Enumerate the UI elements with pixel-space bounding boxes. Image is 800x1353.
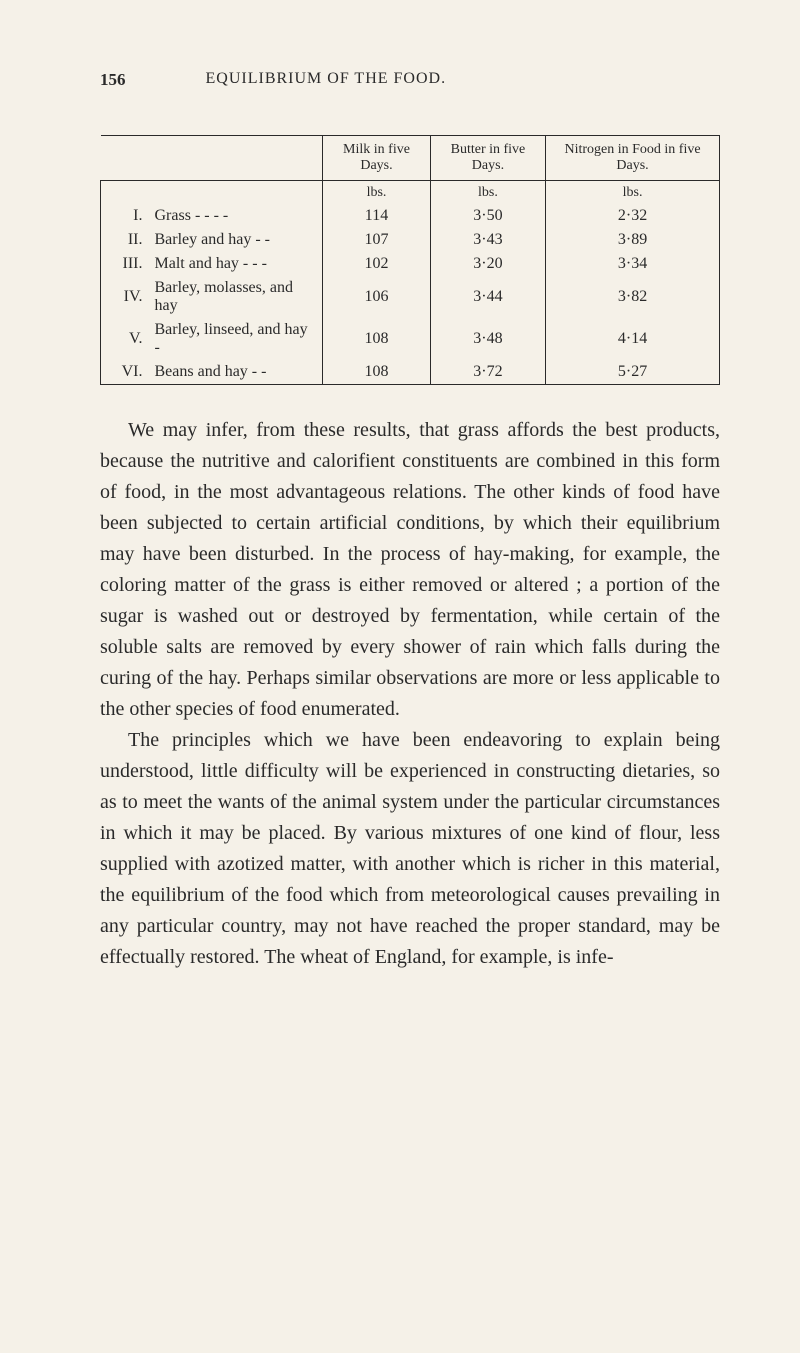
table-row: IV. Barley, molasses, and hay 106 3·44 3… [101,276,720,318]
row-butter-value: 3·48 [430,318,545,360]
food-equilibrium-table: Milk in five Days. Butter in five Days. … [100,135,720,385]
col-header-butter: Butter in five Days. [430,136,545,181]
row-numeral: IV. [101,276,151,318]
page-title: EQUILIBRIUM OF THE FOOD. [206,70,447,90]
row-nitrogen-value: 3·82 [546,276,720,318]
row-numeral: I. [101,204,151,228]
col-header-milk: Milk in five Days. [323,136,431,181]
page-number: 156 [100,70,126,90]
row-food-label: Grass - - - - [151,204,323,228]
row-numeral: VI. [101,360,151,385]
row-numeral: III. [101,252,151,276]
row-food-label: Beans and hay - - [151,360,323,385]
units-blank2 [151,181,323,205]
row-food-label: Barley, linseed, and hay - [151,318,323,360]
row-milk-value: 102 [323,252,431,276]
table-row: II. Barley and hay - - 107 3·43 3·89 [101,228,720,252]
units-lbs-2: lbs. [430,181,545,205]
row-nitrogen-value: 2·32 [546,204,720,228]
row-nitrogen-value: 4·14 [546,318,720,360]
row-numeral: V. [101,318,151,360]
body-paragraph-2: The principles which we have been endeav… [100,725,720,973]
row-milk-value: 114 [323,204,431,228]
body-paragraph-1: We may infer, from these results, that g… [100,415,720,725]
table-header-row: Milk in five Days. Butter in five Days. … [101,136,720,181]
row-butter-value: 3·43 [430,228,545,252]
row-food-label: Barley and hay - - [151,228,323,252]
units-lbs-3: lbs. [546,181,720,205]
units-lbs-1: lbs. [323,181,431,205]
row-butter-value: 3·44 [430,276,545,318]
row-nitrogen-value: 5·27 [546,360,720,385]
table-row: III. Malt and hay - - - 102 3·20 3·34 [101,252,720,276]
row-numeral: II. [101,228,151,252]
col-header-nitrogen: Nitrogen in Food in five Days. [546,136,720,181]
table-row: I. Grass - - - - 114 3·50 2·32 [101,204,720,228]
header-blank [101,136,323,181]
row-milk-value: 108 [323,360,431,385]
units-blank [101,181,151,205]
row-milk-value: 106 [323,276,431,318]
table-row: VI. Beans and hay - - 108 3·72 5·27 [101,360,720,385]
row-butter-value: 3·50 [430,204,545,228]
row-milk-value: 108 [323,318,431,360]
row-food-label: Malt and hay - - - [151,252,323,276]
row-food-label: Barley, molasses, and hay [151,276,323,318]
row-nitrogen-value: 3·34 [546,252,720,276]
row-butter-value: 3·72 [430,360,545,385]
table-row: V. Barley, linseed, and hay - 108 3·48 4… [101,318,720,360]
table-units-row: lbs. lbs. lbs. [101,181,720,205]
row-butter-value: 3·20 [430,252,545,276]
page-header: 156 EQUILIBRIUM OF THE FOOD. [100,70,720,90]
row-nitrogen-value: 3·89 [546,228,720,252]
row-milk-value: 107 [323,228,431,252]
